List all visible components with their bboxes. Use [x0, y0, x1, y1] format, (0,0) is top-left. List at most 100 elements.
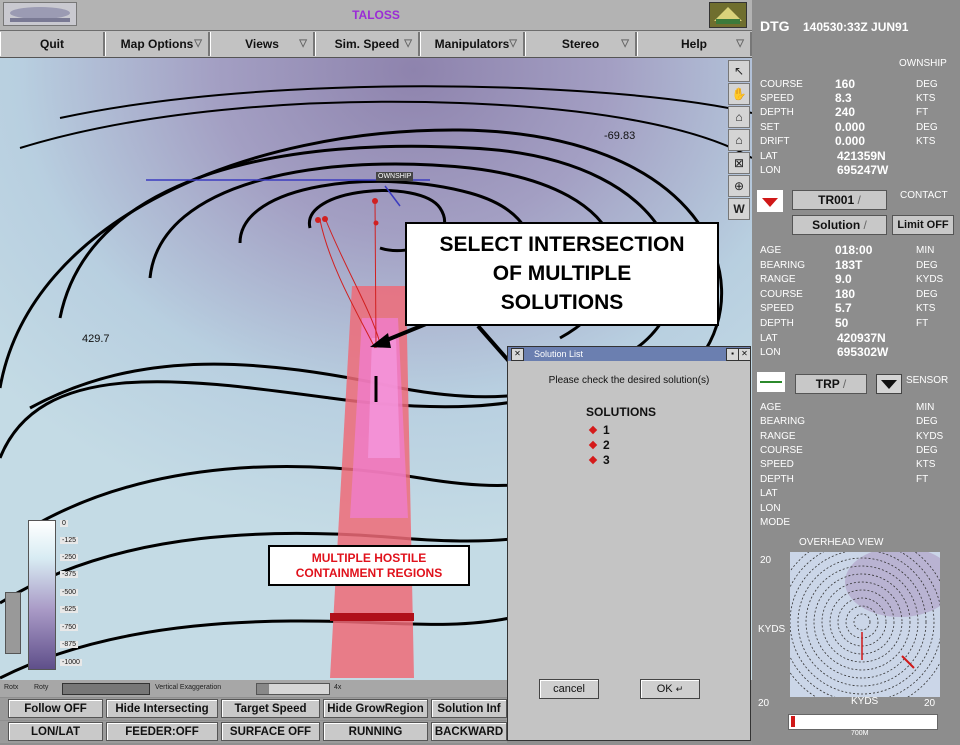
contact-label: AGE: [760, 245, 782, 256]
toggle-button-row-2: LON/LAT FEEDER:OFF SURFACE OFF RUNNING B…: [0, 721, 507, 743]
contact-unit: MIN: [916, 245, 935, 256]
close-icon[interactable]: ✕: [738, 348, 751, 361]
surface-toggle-button[interactable]: SURFACE OFF: [221, 722, 320, 741]
contact-value: 420937N: [837, 331, 886, 345]
dialog-title-bar[interactable]: Solution List: [508, 347, 750, 361]
grid-tool-icon[interactable]: ⊠: [728, 152, 750, 174]
ownship-marker-label: OWNSHIP: [376, 172, 414, 181]
contact-value: 180: [835, 287, 856, 301]
menu-stereo[interactable]: Stereo ▽: [525, 32, 637, 56]
legend-label: -750: [60, 624, 79, 631]
menu-label: Views: [245, 37, 279, 51]
lonlat-toggle-button[interactable]: LON/LAT: [8, 722, 103, 741]
contact-track-select[interactable]: TR001 /: [792, 190, 887, 210]
contact-value: 695302W: [837, 345, 889, 359]
solution-list-dialog: Solution List ✕ ▪ ✕ Please check the des…: [507, 346, 751, 741]
solution-checkbox-2[interactable]: 2: [588, 438, 610, 452]
home-zoom-icon[interactable]: ⌂: [728, 129, 750, 151]
running-toggle-button[interactable]: RUNNING: [323, 722, 428, 741]
x-menu-icon[interactable]: ✕: [511, 348, 524, 361]
legend-label: -250: [60, 554, 79, 561]
menu-quit[interactable]: Quit: [0, 32, 105, 56]
contact-mode-select[interactable]: Solution /: [792, 215, 887, 235]
menu-sim-speed[interactable]: Sim. Speed ▽: [315, 32, 420, 56]
sensor-dropdown-button[interactable]: [876, 374, 902, 394]
contact-unit: DEG: [916, 289, 938, 300]
target-speed-button[interactable]: Target Speed: [221, 699, 320, 718]
solution-label: 2: [603, 438, 610, 452]
direction-toggle-button[interactable]: BACKWARD: [431, 722, 507, 741]
sensor-label: LAT: [760, 488, 778, 499]
menu-label: Sim. Speed: [334, 37, 400, 51]
sensor-unit: KYDS: [916, 431, 944, 442]
contact-value: 183T: [835, 258, 863, 272]
hide-growregion-button[interactable]: Hide GrowRegion: [323, 699, 428, 718]
ownship-value: 0.000: [835, 120, 866, 134]
feeder-toggle-button[interactable]: FEEDER:OFF: [106, 722, 218, 741]
follow-toggle-button[interactable]: Follow OFF: [8, 699, 103, 718]
cancel-button[interactable]: cancel: [539, 679, 599, 699]
exaggeration-slider[interactable]: [256, 683, 330, 695]
solution-info-button[interactable]: Solution Inf: [431, 699, 507, 718]
chevron-down-icon: [881, 380, 897, 389]
menu-help[interactable]: Help ▽: [637, 32, 752, 56]
contact-label: DEPTH: [760, 318, 794, 329]
sensor-name-label: TRP: [815, 377, 840, 391]
ownship-label: LAT: [760, 151, 778, 162]
menu-manipulators[interactable]: Manipulators ▽: [420, 32, 525, 56]
ownship-label: LON: [760, 165, 781, 176]
w-tool-icon[interactable]: W: [728, 198, 750, 220]
title-bar: TALOSS: [0, 0, 752, 31]
limit-toggle-button[interactable]: Limit OFF: [892, 215, 954, 235]
crosshair-tool-icon[interactable]: ⊕: [728, 175, 750, 197]
roty-label: Roty: [34, 684, 49, 691]
contour-label: 429.7: [82, 333, 110, 345]
ownship-label: SET: [760, 122, 780, 133]
ownship-value: 240: [835, 105, 856, 119]
contour-label: -69.83: [604, 130, 636, 142]
sensor-label: RANGE: [760, 431, 796, 442]
rotx-label: Rotx: [4, 684, 19, 691]
solutions-heading: SOLUTIONS: [586, 405, 657, 419]
menu-views[interactable]: Views ▽: [210, 32, 315, 56]
solution-checkbox-1[interactable]: 1: [588, 423, 610, 437]
legend-label: 0: [60, 520, 68, 527]
solution-checkbox-3[interactable]: 3: [588, 453, 610, 467]
dtg-label: DTG: [760, 18, 790, 34]
pointer-tool-icon[interactable]: ↖: [728, 60, 750, 82]
contact-mode-label: Solution: [812, 218, 861, 232]
taloss-logo: [709, 2, 747, 28]
ownship-label: COURSE: [760, 79, 803, 90]
diamond-check-icon: [588, 440, 598, 450]
sensor-label: SPEED: [760, 459, 794, 470]
menu-label: Quit: [40, 37, 64, 51]
rotation-wheel[interactable]: [62, 683, 150, 695]
navy-insignia-logo: [3, 2, 77, 26]
legend-label: -125: [60, 537, 79, 544]
zoom-slider[interactable]: [5, 592, 21, 654]
legend-label: -625: [60, 606, 79, 613]
sensor-unit: KTS: [916, 459, 936, 470]
contact-unit: DEG: [916, 260, 938, 271]
chevron-down-icon: ▽: [509, 38, 517, 49]
sensor-label: LON: [760, 503, 781, 514]
ok-button[interactable]: OK ↵: [640, 679, 700, 699]
chevron-down-icon: ▽: [621, 38, 629, 49]
menu-map-options[interactable]: Map Options ▽: [105, 32, 210, 56]
slider-thumb[interactable]: [791, 716, 795, 727]
overhead-scale-slider[interactable]: [788, 714, 938, 730]
hand-tool-icon[interactable]: ✋: [728, 83, 750, 105]
ownship-value: 421359N: [837, 149, 886, 163]
ownship-value: 160: [835, 77, 856, 91]
hide-intersecting-button[interactable]: Hide Intersecting: [106, 699, 218, 718]
depth-legend: 0 -125 -250 -375 -500 -625 -750 -875 -10…: [28, 520, 82, 670]
overhead-view-map[interactable]: [790, 552, 940, 697]
legend-label: -875: [60, 641, 79, 648]
app-title: TALOSS: [352, 8, 400, 22]
ownship-label: DEPTH: [760, 107, 794, 118]
dtg-value: 140530:33Z JUN91: [803, 20, 909, 34]
sensor-select[interactable]: TRP /: [795, 374, 867, 394]
legend-label: -500: [60, 589, 79, 596]
sensor-label: COURSE: [760, 445, 803, 456]
home-view-icon[interactable]: ⌂: [728, 106, 750, 128]
